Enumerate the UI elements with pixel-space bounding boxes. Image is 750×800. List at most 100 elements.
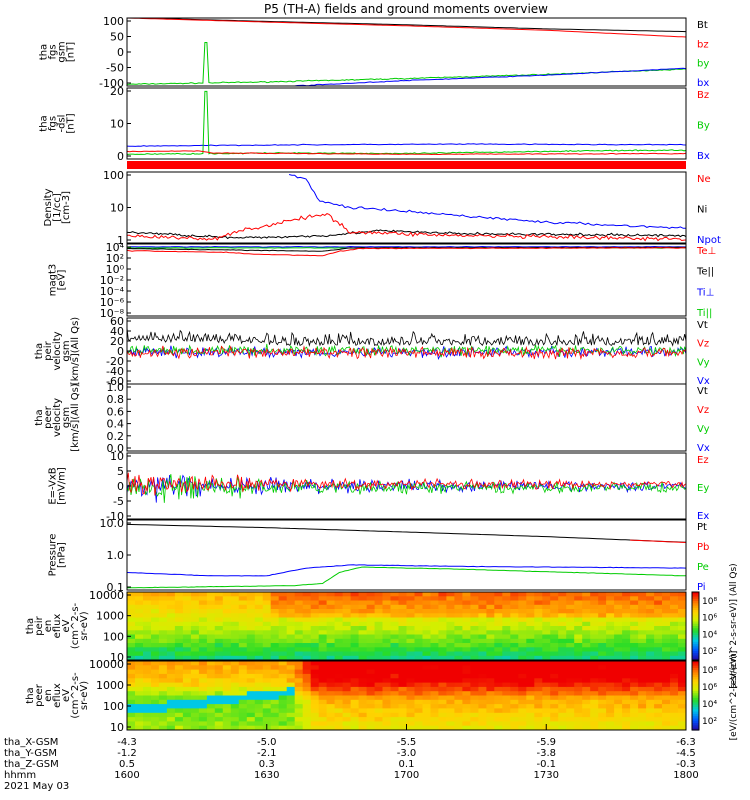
heatmap-cell — [542, 651, 551, 657]
heatmap-cell — [566, 643, 575, 648]
heatmap-cell — [127, 621, 136, 627]
heatmap-cell — [382, 600, 392, 606]
heatmap-cell — [542, 665, 551, 671]
heatmap-cell — [534, 682, 543, 688]
heatmap-cell — [510, 651, 519, 657]
heatmap-cell — [590, 673, 599, 679]
heatmap-cell — [238, 678, 248, 684]
heatmap-cell — [406, 686, 416, 692]
heatmap-cell — [462, 609, 471, 614]
heatmap-cell — [350, 669, 360, 675]
colorbar-cell — [692, 667, 699, 671]
heatmap-cell — [366, 673, 376, 679]
y-tick-label: 0 — [117, 345, 124, 358]
heatmap-cell — [230, 626, 240, 631]
heatmap-cell — [270, 621, 280, 627]
heatmap-cell — [158, 661, 168, 666]
colorbar-cell — [692, 639, 699, 643]
heatmap-cell — [270, 613, 280, 619]
heatmap-cell — [478, 609, 487, 614]
heatmap-cell — [454, 717, 463, 722]
heatmap-cell — [390, 604, 400, 610]
heatmap-cell — [166, 600, 176, 606]
heatmap-cell — [422, 609, 432, 614]
heatmap-cell — [534, 655, 543, 660]
heatmap-cell — [558, 691, 567, 697]
heatmap-cell — [646, 673, 655, 679]
heatmap-cell — [127, 592, 136, 597]
heatmap-cell — [294, 600, 304, 606]
heatmap-cell — [454, 647, 463, 653]
heatmap-cell — [198, 673, 208, 679]
heatmap-cell — [446, 682, 455, 688]
colorbar-cell — [692, 663, 699, 667]
heatmap-cell — [502, 604, 511, 610]
heatmap-cell — [478, 592, 487, 597]
heatmap-cell — [198, 643, 208, 648]
heatmap-cell — [502, 592, 511, 597]
heatmap-cell — [166, 678, 176, 684]
heatmap-cell — [478, 621, 487, 627]
heatmap-cell — [374, 717, 384, 722]
heatmap-cell — [406, 712, 416, 718]
x-tick-label: 1600 — [114, 770, 139, 781]
heatmap-cell — [206, 621, 216, 627]
heatmap-cell — [294, 691, 304, 697]
heatmap-cell — [526, 604, 535, 610]
heatmap-cell — [206, 638, 216, 644]
heatmap-cell — [254, 634, 264, 640]
heatmap-cell — [382, 699, 392, 705]
heatmap-cell — [638, 725, 647, 730]
heatmap-cell — [238, 626, 248, 631]
heatmap-cell — [246, 665, 256, 671]
heatmap-cell — [678, 673, 686, 679]
heatmap-cell — [254, 682, 264, 688]
heatmap-cell — [558, 600, 567, 606]
heatmap-cell — [526, 592, 535, 597]
heatmap-cell — [646, 682, 655, 688]
heatmap-cell — [430, 717, 440, 722]
heatmap-cell — [526, 725, 535, 730]
y-tick-label: 0.4 — [107, 418, 125, 431]
heatmap-cell — [446, 609, 455, 614]
heatmap-cell — [127, 691, 136, 697]
heatmap-cell — [382, 661, 392, 666]
heatmap-cell — [598, 604, 607, 610]
y-axis-label: eV — [61, 619, 72, 632]
heatmap-cell — [326, 673, 336, 679]
y-tick-label: 10⁻⁴ — [100, 285, 125, 298]
y-tick-label: 1.0 — [107, 381, 125, 394]
heatmap-cell — [518, 695, 527, 701]
heatmap-cell — [302, 691, 312, 697]
heatmap-cell — [294, 686, 304, 692]
heatmap-cell — [166, 669, 176, 675]
heatmap-cell — [254, 600, 264, 606]
heatmap-cell — [294, 621, 304, 627]
heatmap-cell — [174, 621, 184, 627]
heatmap-cell — [342, 596, 352, 602]
heatmap-cell — [374, 609, 384, 614]
heatmap-cell — [566, 596, 575, 602]
heatmap-cell — [374, 651, 384, 657]
legend-bx: bx — [697, 78, 709, 89]
heatmap-cell — [151, 678, 160, 684]
heatmap-cell — [406, 721, 416, 727]
heatmap-cell — [542, 592, 551, 597]
series-Vz — [127, 345, 686, 360]
heatmap-cell — [590, 604, 599, 610]
heatmap-cell — [174, 617, 184, 623]
heatmap-cell — [678, 621, 686, 627]
heatmap-cell — [254, 725, 264, 730]
heatmap-cell — [670, 638, 679, 644]
heatmap-cell — [382, 626, 392, 631]
heatmap-cell — [558, 682, 567, 688]
heatmap-cell — [158, 691, 168, 697]
heatmap-cell — [566, 682, 575, 688]
heatmap-cell — [254, 678, 264, 684]
legend-Vz: Vz — [697, 405, 709, 416]
heatmap-cell — [270, 669, 280, 675]
heatmap-cell — [182, 682, 192, 688]
heatmap-cell — [582, 691, 591, 697]
heatmap-cell — [614, 638, 623, 644]
heatmap-cell — [502, 691, 511, 697]
